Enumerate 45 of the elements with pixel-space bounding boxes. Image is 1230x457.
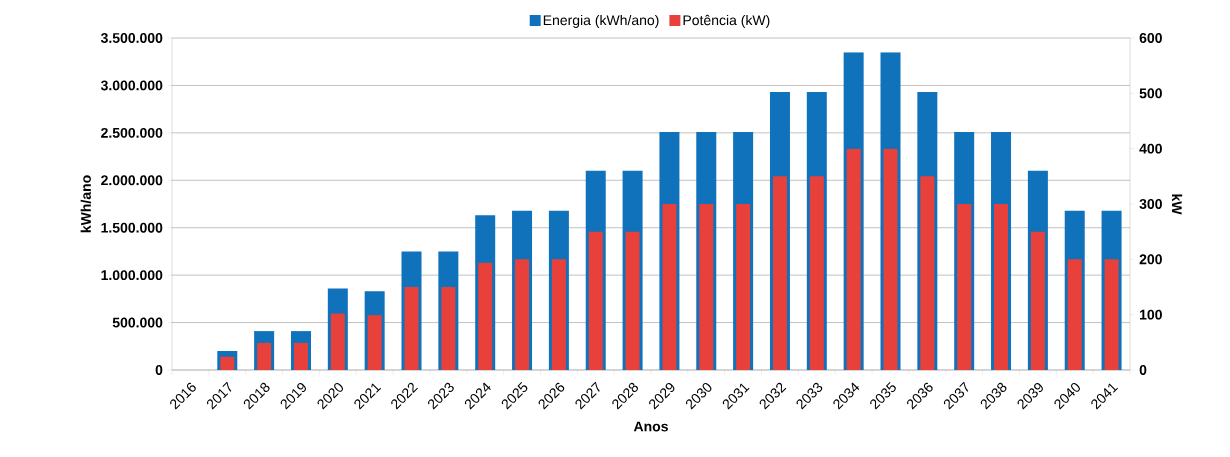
bar bbox=[1030, 231, 1045, 370]
x-axis-title: Anos bbox=[633, 421, 668, 432]
y-axis-title: kWh/ano bbox=[80, 175, 92, 233]
bar bbox=[220, 356, 235, 370]
y-tick-label: 0 bbox=[155, 365, 163, 375]
bar bbox=[515, 259, 530, 370]
bar bbox=[441, 286, 456, 370]
bar bbox=[257, 342, 272, 370]
bar bbox=[736, 203, 751, 370]
y2-tick-label: 600 bbox=[1139, 33, 1162, 43]
y2-tick-label: 300 bbox=[1139, 199, 1162, 209]
y-tick-label: 2.000.000 bbox=[101, 175, 163, 186]
y2-tick-label: 200 bbox=[1139, 254, 1162, 265]
bar bbox=[846, 148, 861, 370]
bar bbox=[920, 176, 935, 370]
bar bbox=[772, 176, 787, 370]
y2-tick-label: 0 bbox=[1139, 365, 1147, 375]
bar bbox=[883, 148, 898, 370]
y2-axis-title: kW bbox=[1172, 194, 1183, 215]
y-tick-label: 500.000 bbox=[112, 317, 163, 328]
y-tick-label: 1.500.000 bbox=[101, 222, 163, 233]
bar bbox=[1104, 259, 1119, 370]
bar bbox=[699, 203, 714, 370]
y-tick-label: 1.000.000 bbox=[101, 270, 163, 281]
bar bbox=[367, 315, 382, 370]
y2-tick-label: 500 bbox=[1139, 88, 1162, 99]
y2-tick-label: 100 bbox=[1140, 309, 1162, 320]
legend-label: Energia (kWh/ano) bbox=[543, 14, 659, 28]
bar bbox=[478, 262, 493, 370]
y-tick-label: 2.500.000 bbox=[101, 127, 163, 138]
y-tick-label: 3.500.000 bbox=[100, 33, 163, 43]
y2-tick-label: 400 bbox=[1139, 143, 1162, 154]
y-tick-label: 3.000.000 bbox=[100, 80, 163, 91]
bar bbox=[293, 342, 308, 370]
bar bbox=[957, 203, 972, 370]
bar bbox=[662, 203, 677, 370]
bar bbox=[1067, 259, 1082, 370]
bar bbox=[551, 259, 566, 370]
bar bbox=[625, 231, 640, 370]
bar bbox=[994, 203, 1009, 370]
legend-label: Potência (kW) bbox=[683, 14, 770, 28]
bar bbox=[809, 176, 824, 370]
bar bbox=[330, 313, 345, 370]
bar bbox=[588, 231, 603, 370]
bar bbox=[404, 286, 419, 370]
